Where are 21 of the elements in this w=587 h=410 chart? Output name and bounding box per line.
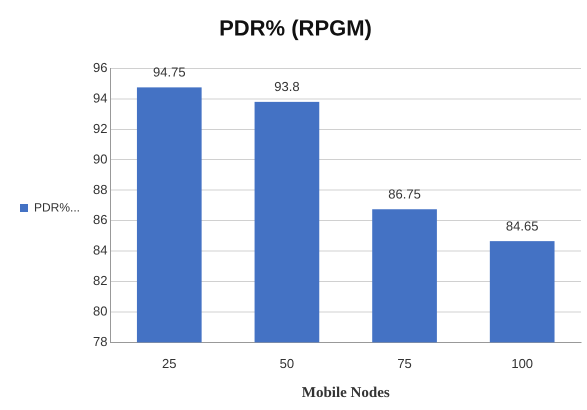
data-label: 93.8: [274, 78, 300, 94]
x-tick-label: 25: [162, 356, 177, 371]
y-tick-label: 82: [93, 273, 108, 288]
y-tick-label: 92: [93, 120, 108, 136]
chart-title: PDR% (RPGM): [219, 15, 372, 40]
legend-label: PDR%...: [34, 200, 80, 214]
y-tick-label: 86: [93, 212, 108, 228]
data-label: 86.75: [388, 186, 421, 202]
data-label: 94.75: [153, 64, 186, 80]
y-tick-label: 94: [93, 90, 108, 106]
x-tick-label: 100: [511, 356, 534, 371]
y-tick-label: 80: [93, 304, 108, 319]
y-tick-label: 88: [93, 182, 108, 197]
x-tick-label: 50: [280, 356, 294, 371]
data-label: 84.65: [506, 218, 538, 234]
y-tick-label: 84: [93, 242, 108, 258]
x-axis-title: Mobile Nodes: [302, 384, 390, 401]
x-tick-label: 75: [397, 356, 412, 371]
y-tick-label: 96: [93, 60, 108, 75]
y-tick-label: 90: [93, 151, 108, 166]
y-tick-label: 78: [93, 334, 108, 349]
